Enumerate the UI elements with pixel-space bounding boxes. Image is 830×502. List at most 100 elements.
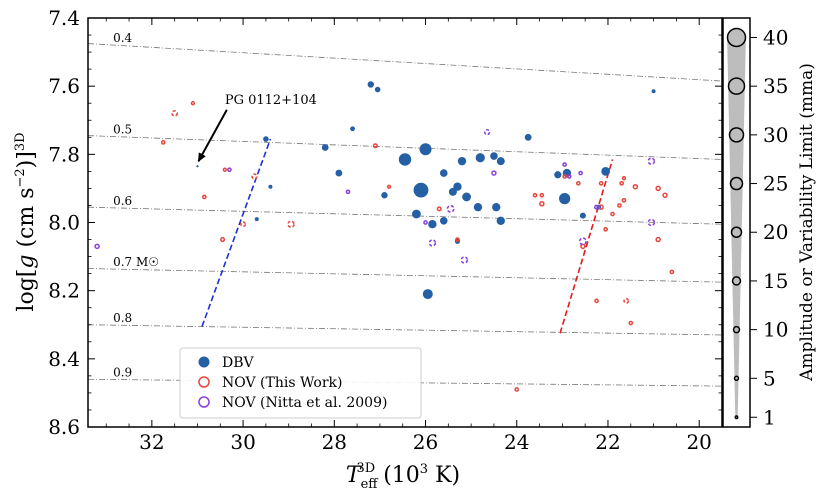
data-point-nov-nitta-et-al-2009	[94, 243, 100, 250]
mass-track-line	[87, 324, 723, 336]
size-bar-marker	[727, 77, 746, 95]
size-bar-marker	[729, 176, 744, 191]
data-point-nov-nitta-et-al-2009	[483, 129, 491, 136]
data-point-dbv	[439, 169, 448, 177]
data-point-nov-this-work	[598, 180, 604, 186]
y-tick-label: 8.6	[48, 415, 80, 439]
blue-edge-line	[201, 138, 272, 327]
data-point-dbv	[398, 153, 412, 166]
data-point-nov-this-work	[220, 236, 226, 243]
data-point-nov-this-work	[662, 192, 668, 198]
legend-label-nov-nitta: NOV (Nitta et al. 2009)	[222, 395, 387, 411]
data-point-nov-this-work	[190, 101, 196, 106]
legend: DBV NOV (This Work) NOV (Nitta et al. 20…	[179, 347, 422, 419]
legend-marker-dbv	[198, 356, 210, 368]
data-point-dbv	[381, 192, 388, 199]
data-point-nov-nitta-et-al-2009	[647, 218, 656, 227]
data-point-nov-this-work	[603, 226, 609, 232]
data-point-dbv	[321, 144, 329, 151]
y-tick-label: 8.2	[48, 279, 80, 303]
data-point-dbv	[367, 81, 374, 88]
data-point-nov-this-work	[594, 298, 599, 304]
data-point-nov-nitta-et-al-2009	[446, 204, 455, 213]
data-point-dbv	[492, 202, 501, 212]
data-point-nov-this-work	[240, 221, 247, 228]
data-point-nov-nitta-et-al-2009	[578, 237, 587, 246]
data-point-nov-nitta-et-al-2009	[578, 170, 583, 176]
size-bar-tick-label: 10	[763, 318, 788, 342]
data-point-dbv	[422, 289, 433, 300]
data-point-nov-this-work	[655, 236, 661, 243]
data-point-nov-this-work	[621, 176, 627, 181]
data-point-nov-this-work	[562, 174, 567, 179]
data-point-nov-this-work	[171, 110, 179, 117]
data-point-dbv	[335, 169, 343, 177]
mass-track-line	[87, 135, 723, 160]
mass-track-line	[87, 43, 723, 82]
data-point-nov-nitta-et-al-2009	[428, 239, 437, 247]
mass-track-label: 0.4	[113, 31, 132, 45]
data-point-dbv	[254, 217, 259, 222]
axes-layer: 32 30 28 26 24 22 20 7.4 7.6 7.8 8.0 8.2 8.4 8.6	[48, 6, 723, 454]
y-tick-label: 7.4	[48, 6, 80, 30]
data-point-nov-this-work	[201, 194, 207, 200]
data-point-nov-this-work	[575, 180, 581, 186]
data-point-nov-this-work	[669, 269, 675, 275]
x-tick-label: 28	[322, 430, 347, 454]
data-point-nov-nitta-et-al-2009	[423, 220, 428, 225]
data-point-dbv	[579, 212, 586, 219]
mass-track-label: 0.5	[113, 123, 132, 137]
size-bar-wedge	[727, 28, 746, 419]
size-bar-marker	[732, 325, 741, 334]
data-point-dbv	[419, 143, 432, 156]
size-bar-tick-label: 40	[763, 25, 788, 49]
mass-track-line	[87, 268, 723, 283]
data-point-nov-this-work	[632, 183, 639, 190]
data-point-dbv	[374, 86, 381, 93]
data-point-nov-this-work	[610, 211, 615, 217]
size-bar-label: Amplitude or Variability Limit (mma)	[797, 63, 817, 382]
data-point-dbv	[559, 193, 571, 205]
data-point-nov-this-work	[160, 140, 166, 145]
data-point-nov-this-work	[621, 197, 627, 203]
data-point-nov-nitta-et-al-2009	[491, 170, 497, 176]
data-point-dbv	[462, 192, 471, 202]
legend-label-nov-this-work: NOV (This Work)	[222, 375, 342, 391]
y-tick-label: 8.4	[48, 347, 80, 371]
data-points-layer	[94, 81, 675, 392]
annotation-layer: PG 0112+104	[197, 93, 317, 163]
data-point-nov-nitta-et-al-2009	[227, 167, 232, 173]
data-point-nov-this-work	[372, 143, 378, 149]
data-point-nov-this-work	[623, 297, 630, 304]
y-tick-label: 7.8	[48, 142, 80, 166]
y-axis-title: log[g (cm s−2)]3D	[13, 132, 39, 311]
data-point-dbv	[268, 184, 273, 189]
x-tick-label: 22	[595, 430, 620, 454]
data-point-nov-this-work	[598, 204, 604, 210]
data-point-nov-this-work	[251, 173, 258, 180]
size-bar-marker	[728, 127, 745, 143]
x-tick-label: 26	[413, 430, 438, 454]
data-point-dbv	[263, 136, 269, 142]
data-point-nov-nitta-et-al-2009	[594, 204, 600, 210]
y-tick-label: 8.0	[48, 211, 80, 235]
mass-track-label: 0.8	[113, 311, 132, 325]
legend-marker-nov-this-work	[198, 376, 210, 388]
data-point-nov-this-work	[386, 184, 392, 189]
red-edge-line	[559, 159, 614, 334]
data-point-nov-this-work	[628, 320, 634, 326]
data-point-dbv	[554, 171, 562, 179]
legend-marker-nov-nitta	[198, 396, 210, 408]
data-point-nov-this-work	[539, 201, 545, 207]
annotation-arrow	[197, 109, 228, 163]
legend-box	[179, 347, 422, 419]
size-bar-marker	[731, 276, 742, 286]
size-bar-marker	[734, 415, 739, 420]
data-point-nov-this-work	[580, 243, 586, 250]
size-bar-tick-label: 20	[763, 220, 788, 244]
data-point-nov-nitta-et-al-2009	[566, 174, 572, 179]
data-point-nov-this-work	[455, 237, 460, 242]
